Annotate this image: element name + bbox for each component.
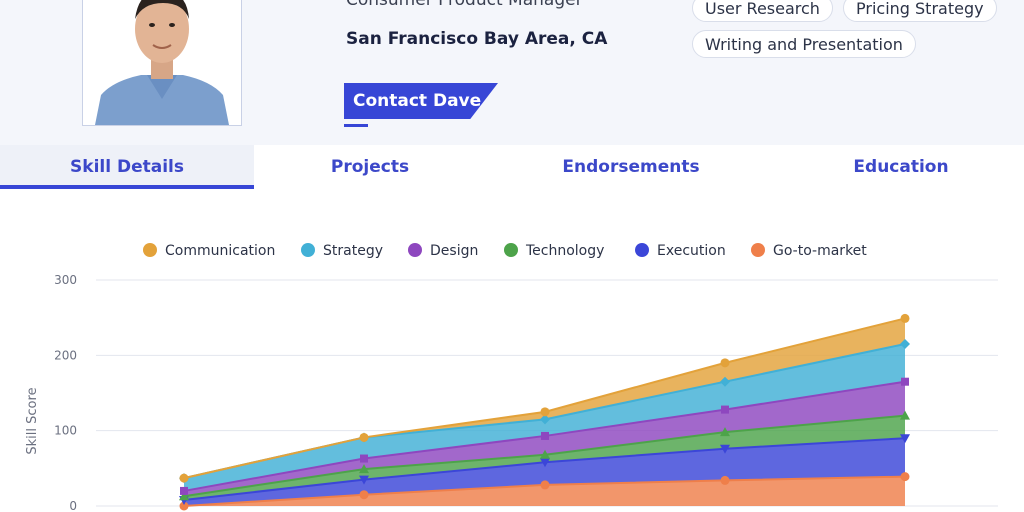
data-point-go-to-market: [359, 490, 369, 500]
legend-label: Technology: [526, 243, 605, 259]
job-title: Consumer Product Manager: [346, 0, 583, 10]
data-point-communication: [179, 473, 189, 483]
legend-label: Go-to-market: [773, 243, 867, 259]
data-point-strategy: [540, 414, 550, 425]
data-point-communication: [720, 358, 730, 368]
legend-label: Execution: [657, 243, 726, 259]
data-point-design: [721, 405, 729, 414]
data-point-go-to-market: [900, 472, 910, 482]
data-point-execution: [720, 444, 730, 454]
legend-dot: [408, 242, 422, 257]
legend-dot: [143, 242, 157, 257]
y-tick-label: 200: [54, 348, 77, 362]
y-tick-label: 100: [54, 424, 77, 438]
data-point-design: [901, 377, 909, 386]
legend-label: Strategy: [323, 243, 383, 259]
y-tick-label: 0: [69, 499, 77, 512]
data-point-execution: [540, 458, 550, 468]
legend-item-execution[interactable]: Execution: [635, 238, 726, 264]
data-point-strategy: [900, 339, 910, 350]
data-point-design: [360, 454, 368, 463]
y-axis-label: Skill Score: [25, 387, 40, 454]
data-point-go-to-market: [720, 475, 730, 485]
tab-education[interactable]: Education: [853, 157, 949, 177]
skill-chip[interactable]: User Research: [692, 0, 833, 22]
data-point-go-to-market: [179, 501, 189, 511]
data-point-technology: [720, 427, 730, 437]
tab-skill-details[interactable]: Skill Details: [0, 145, 254, 189]
data-point-design: [541, 431, 549, 440]
data-point-technology: [359, 464, 369, 474]
contact-underline: [344, 124, 368, 127]
contact-button[interactable]: Contact Dave: [344, 83, 498, 119]
tab-bar: Skill Details Projects Endorsements Educ…: [0, 145, 1024, 189]
legend-dot: [504, 242, 518, 257]
legend-item-go-to-market[interactable]: Go-to-market: [751, 238, 867, 264]
location-text: San Francisco Bay Area, CA: [346, 29, 608, 49]
legend-label: Design: [430, 243, 479, 259]
profile-photo: [82, 0, 242, 126]
legend-item-design[interactable]: Design: [408, 238, 478, 264]
data-point-go-to-market: [540, 480, 550, 490]
data-point-execution: [359, 475, 369, 485]
data-point-communication: [900, 313, 910, 323]
data-point-communication: [540, 407, 550, 417]
legend-item-strategy[interactable]: Strategy: [301, 238, 383, 264]
tab-endorsements[interactable]: Endorsements: [562, 157, 700, 177]
legend-dot: [751, 242, 765, 257]
data-point-design: [180, 486, 188, 495]
data-point-technology: [900, 410, 910, 420]
data-point-technology: [179, 491, 189, 501]
data-point-technology: [540, 449, 550, 459]
data-point-execution: [900, 434, 910, 444]
data-point-strategy: [720, 376, 730, 387]
skill-area-chart: 0 100 200 300 Skill Score: [25, 273, 998, 512]
legend-item-communication[interactable]: Communication: [143, 238, 275, 264]
data-point-communication: [359, 432, 369, 442]
tab-projects[interactable]: Projects: [330, 157, 410, 177]
area-execution: [184, 438, 905, 506]
legend-dot: [635, 242, 649, 257]
legend-dot: [301, 242, 315, 257]
skill-chip[interactable]: Writing and Presentation: [692, 30, 916, 58]
legend-label: Communication: [165, 243, 276, 259]
y-tick-label: 300: [54, 273, 77, 287]
chart-legend: Communication Strategy Design Technology…: [0, 238, 1024, 264]
area-strategy: [184, 344, 905, 491]
skill-chip[interactable]: Pricing Strategy: [843, 0, 997, 22]
legend-item-technology[interactable]: Technology: [504, 238, 604, 264]
